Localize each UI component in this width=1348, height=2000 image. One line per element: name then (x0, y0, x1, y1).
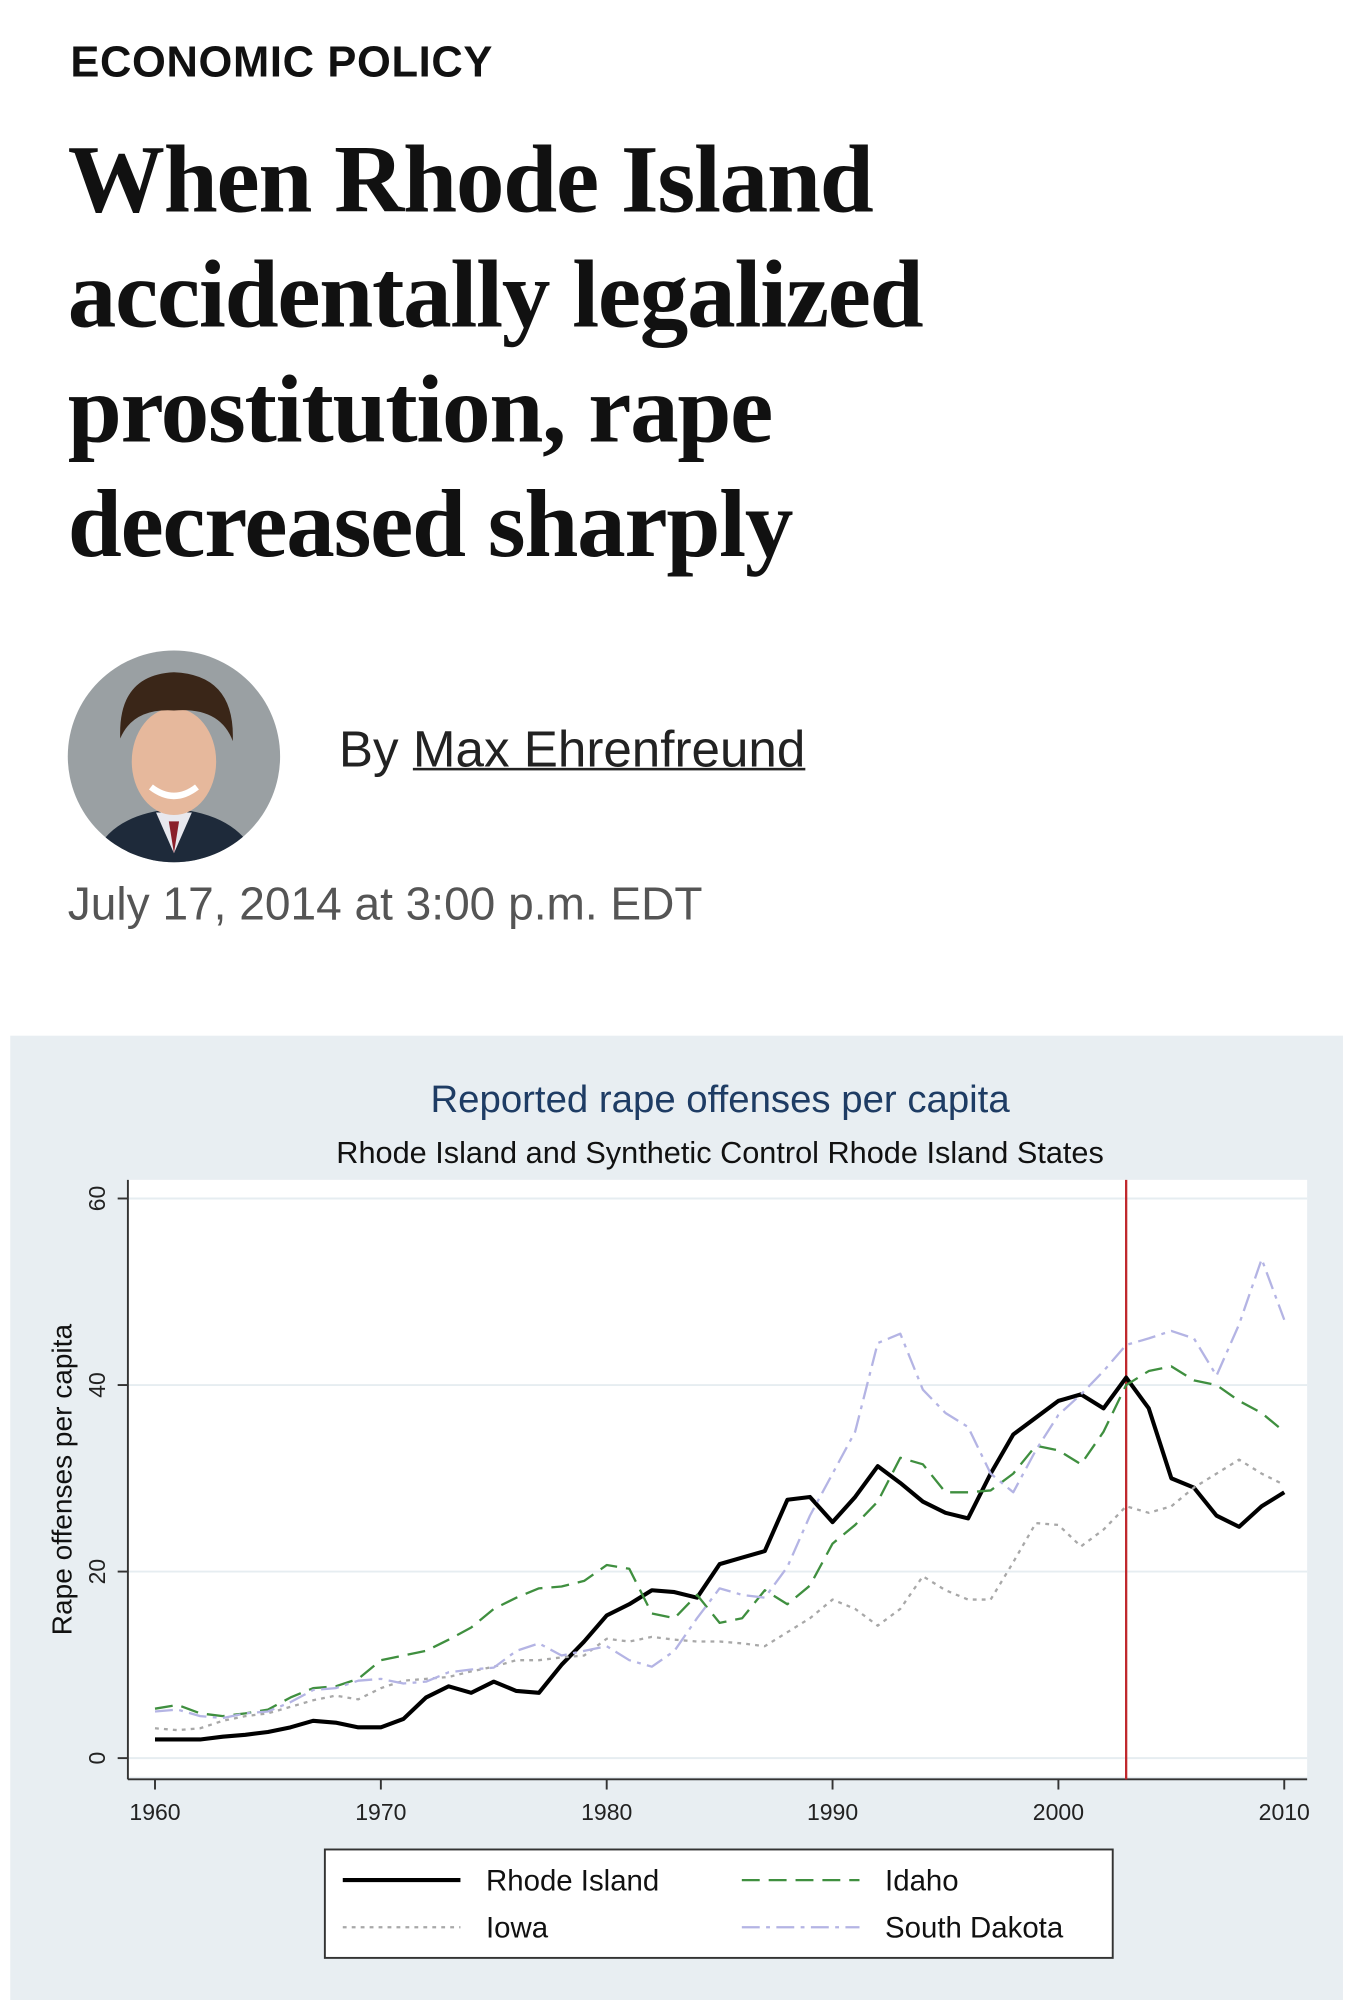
byline: By Max Ehrenfreund (339, 722, 805, 779)
x-tick-label: 2000 (1033, 1799, 1084, 1825)
x-tick-label: 1980 (581, 1799, 632, 1825)
y-tick-label: 20 (84, 1559, 110, 1585)
x-tick-label: 1960 (129, 1799, 180, 1825)
chart-title: Reported rape offenses per capita (430, 1078, 1010, 1121)
section-label[interactable]: ECONOMIC POLICY (70, 38, 494, 87)
legend-label: South Dakota (885, 1912, 1064, 1945)
series-line (155, 1375, 1286, 1742)
series-line (154, 1458, 1285, 1732)
y-tick-label: 40 (84, 1372, 110, 1398)
series-line (154, 1257, 1286, 1720)
y-axis-label: Rape offenses per capita (47, 1324, 78, 1636)
x-tick-label: 1990 (807, 1799, 858, 1825)
legend-label: Idaho (885, 1864, 959, 1897)
plot-area (127, 1179, 1308, 1777)
chart-subtitle: Rhode Island and Synthetic Control Rhode… (336, 1136, 1104, 1170)
legend-box (323, 1848, 1114, 1959)
x-tick-label: 1970 (355, 1799, 406, 1825)
series-line (154, 1365, 1285, 1718)
y-tick-label: 0 (84, 1752, 110, 1765)
headline: When Rhode Island accidentally legalized… (67, 126, 924, 578)
x-tick-label: 2010 (1259, 1799, 1310, 1825)
legend-label: Rhode Island (486, 1864, 659, 1897)
publish-date: July 17, 2014 at 3:00 p.m. EDT (67, 877, 703, 930)
byline-prefix: By (338, 721, 399, 779)
legend-label: Iowa (486, 1912, 549, 1945)
author-photo[interactable] (67, 649, 282, 863)
author-link[interactable]: Max Ehrenfreund (412, 721, 806, 779)
y-tick-label: 60 (84, 1186, 110, 1212)
